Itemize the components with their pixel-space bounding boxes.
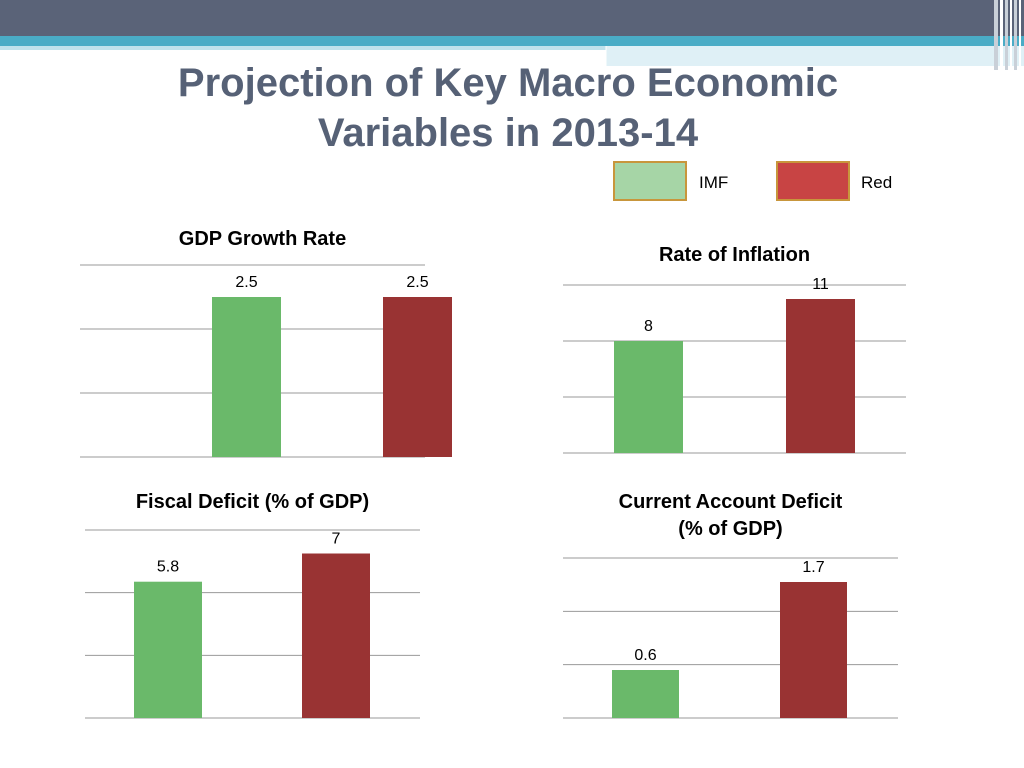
legend-label-imf: IMF [699,173,729,192]
chart-title-line-1: Current Account Deficit [618,491,843,513]
bar-imf [614,341,683,453]
chart-title: Fiscal Deficit (% of GDP) [135,491,370,513]
bar-imf [612,670,679,718]
legend-swatch-red [776,161,850,201]
bar-imf [212,297,281,457]
data-label: 0.6 [634,647,656,664]
data-label: 2.5 [406,274,428,291]
chart-plot: 8 11 [563,276,906,454]
data-label: 8 [644,318,653,335]
chart-title-line-2: (% of GDP) [678,518,783,540]
legend: IMF Red [613,161,913,205]
bar-red [383,297,452,457]
legend-label-red: Red [861,173,893,192]
data-label: 2.5 [235,274,257,291]
data-label: 7 [332,531,341,548]
chart-inflation: Rate of Inflation 8 11 [563,240,906,460]
chart-title: Rate of Inflation [658,244,811,266]
bar-imf [134,581,202,718]
chart-gdp-growth: GDP Growth Rate 2.5 2.5 [80,225,452,465]
slide-title: Projection of Key Macro Economic Variabl… [0,58,1016,158]
chart-plot: 5.87 [85,529,420,719]
chart-fiscal-deficit: Fiscal Deficit (% of GDP) 5.8 7 [85,488,420,723]
slide-title-line-1: Projection of Key Macro Economic [177,61,839,105]
bar-red [780,582,847,718]
data-label: 1.7 [802,559,824,576]
chart-plot: 2.5 2.5 [80,264,452,458]
legend-swatch-imf [613,161,687,201]
data-label: 5.8 [157,559,179,576]
chart-current-account-deficit: Current Account Deficit (% of GDP) 0.6 1.… [563,488,898,723]
bar-red [786,299,855,453]
data-label: 11 [812,276,829,293]
bar-red [302,553,370,718]
chart-title: Current Account Deficit (% of GDP) [563,489,898,543]
top-banner [0,0,1024,70]
chart-title: GDP Growth Rate [178,228,347,250]
chart-plot: 0.6 1.7 [563,557,898,719]
slide-title-line-2: Variables in 2013-14 [317,111,699,155]
